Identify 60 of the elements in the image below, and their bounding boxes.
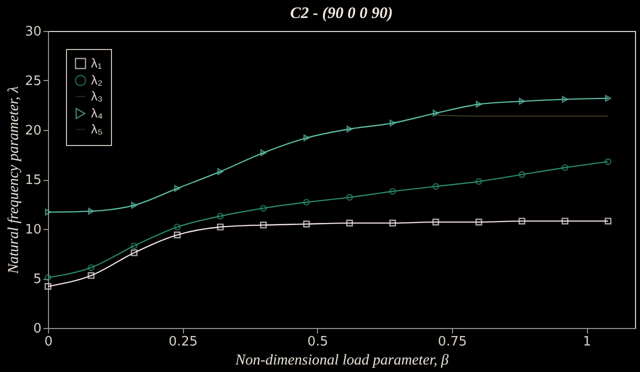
- point: [432, 183, 440, 190]
- y-tick-label: 30: [24, 24, 42, 40]
- point: [346, 126, 353, 132]
- point: [174, 224, 181, 230]
- point: [605, 94, 612, 102]
- point: [303, 134, 310, 142]
- point: [432, 218, 440, 226]
- x-tick-label: 0: [44, 334, 53, 350]
- point: [88, 264, 94, 271]
- point: [88, 208, 94, 215]
- y-tick-label: 15: [24, 173, 42, 188]
- legend-label: λ₂: [91, 72, 103, 88]
- x-axis-title: Non-dimensional load parameter, β: [234, 352, 450, 368]
- point: [518, 218, 526, 224]
- point: [389, 220, 396, 226]
- point: [260, 149, 266, 156]
- x-tick-label: 0.25: [168, 334, 198, 350]
- point: [216, 212, 224, 220]
- point: [475, 178, 482, 185]
- point: [346, 194, 353, 201]
- point: [44, 208, 52, 216]
- point: [131, 202, 138, 209]
- point: [260, 204, 267, 212]
- x-tick-label: 0.5: [307, 334, 328, 350]
- point: [174, 232, 181, 238]
- point: [518, 171, 526, 178]
- point: [88, 272, 94, 279]
- y-tick-label: 25: [24, 74, 42, 89]
- legend-label: λ₅: [91, 122, 103, 136]
- point: [217, 168, 224, 175]
- legend-label: λ₁: [91, 56, 102, 70]
- point: [518, 98, 525, 105]
- legend-label: λ₄: [91, 106, 103, 120]
- x-tick-label: 0.75: [438, 334, 467, 350]
- point: [130, 249, 138, 256]
- legend-label: λ₃: [91, 88, 103, 104]
- y-tick-label: 10: [24, 222, 42, 238]
- y-axis-title: Natural frequency parameter, λ: [6, 86, 22, 275]
- y-tick-label: 5: [33, 272, 42, 287]
- chart-title: C2 - (90 0 0 90): [290, 5, 393, 22]
- point: [562, 96, 568, 103]
- point: [389, 188, 396, 195]
- point: [346, 220, 353, 226]
- point: [562, 164, 568, 172]
- point: [216, 224, 224, 230]
- point: [174, 185, 180, 192]
- point: [476, 100, 482, 108]
- point: [562, 218, 568, 224]
- y-tick-label: 20: [24, 124, 42, 138]
- point: [475, 218, 482, 226]
- x-tick-label: 1: [582, 334, 592, 350]
- point: [390, 120, 396, 126]
- point: [432, 110, 439, 117]
- point: [303, 220, 310, 228]
- point: [44, 283, 52, 290]
- y-tick-label: 0: [33, 322, 42, 336]
- point: [604, 218, 612, 224]
- point: [303, 198, 310, 206]
- point: [130, 242, 138, 250]
- point: [260, 222, 267, 228]
